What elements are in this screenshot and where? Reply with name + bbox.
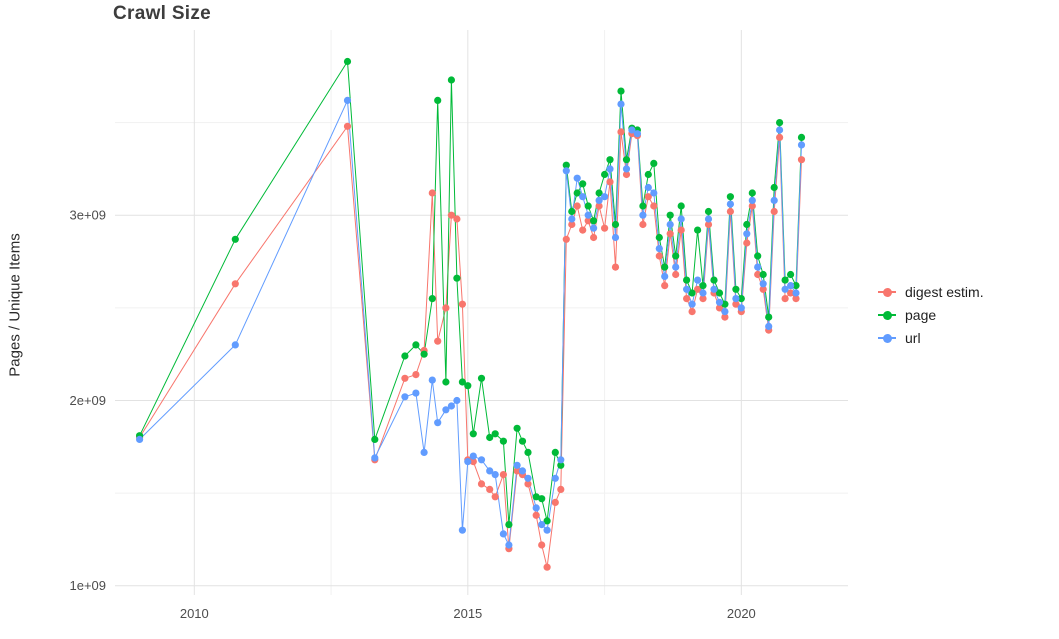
legend-key-dot <box>882 287 892 297</box>
legend-item-url: url <box>878 330 984 346</box>
svg-text:2e+09: 2e+09 <box>69 393 106 408</box>
chart-title: Crawl Size <box>113 3 212 24</box>
svg-text:2020: 2020 <box>727 606 756 621</box>
legend-label-page: page <box>905 307 937 323</box>
legend-label-digest: digest estim. <box>905 284 984 300</box>
legend-key-dot <box>882 310 892 320</box>
chart-canvas: 1e+09 2e+09 3e+09 2010 2015 2020 <box>69 30 848 621</box>
legend-key-dot <box>882 333 892 343</box>
legend: digest estim. page url <box>878 284 984 346</box>
legend-item-digest-estim: digest estim. <box>878 284 984 300</box>
svg-text:2015: 2015 <box>453 606 482 621</box>
svg-text:1e+09: 1e+09 <box>69 578 106 593</box>
svg-text:3e+09: 3e+09 <box>69 208 106 223</box>
legend-key-url-icon <box>878 331 896 345</box>
legend-item-page: page <box>878 307 984 323</box>
svg-text:2010: 2010 <box>180 606 209 621</box>
legend-key-digest-icon <box>878 285 896 299</box>
legend-label-url: url <box>905 330 921 346</box>
legend-key-page-icon <box>878 308 896 322</box>
